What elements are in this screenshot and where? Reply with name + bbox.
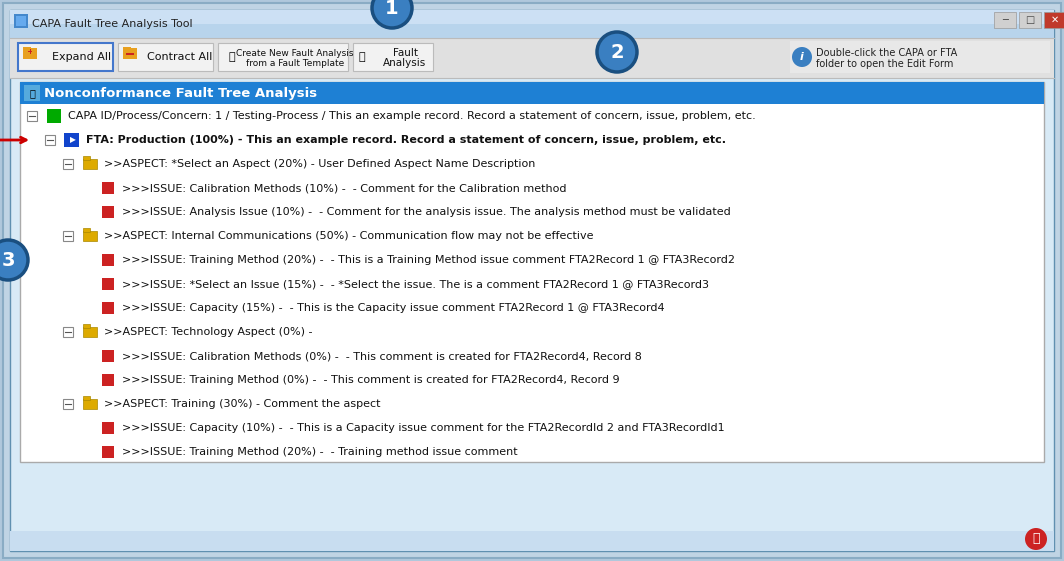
FancyBboxPatch shape [23, 48, 37, 59]
FancyBboxPatch shape [14, 14, 28, 28]
FancyBboxPatch shape [789, 41, 1050, 73]
Text: >>ASPECT: *Select an Aspect (20%) - User Defined Aspect Name Description: >>ASPECT: *Select an Aspect (20%) - User… [104, 159, 535, 169]
FancyBboxPatch shape [102, 422, 114, 434]
FancyBboxPatch shape [1044, 12, 1064, 28]
FancyBboxPatch shape [83, 327, 97, 337]
Text: >>>ISSUE: Training Method (20%) -  - Training method issue comment: >>>ISSUE: Training Method (20%) - - Trai… [122, 447, 517, 457]
FancyBboxPatch shape [10, 10, 1054, 38]
FancyBboxPatch shape [20, 82, 1044, 104]
Text: Contract All: Contract All [147, 52, 213, 62]
Text: i: i [800, 52, 804, 62]
FancyBboxPatch shape [83, 231, 97, 241]
FancyBboxPatch shape [353, 43, 433, 71]
FancyBboxPatch shape [83, 228, 90, 232]
Circle shape [0, 240, 28, 280]
FancyBboxPatch shape [118, 43, 213, 71]
FancyBboxPatch shape [102, 374, 114, 386]
Text: □: □ [1026, 15, 1034, 25]
Text: 1: 1 [385, 0, 399, 17]
FancyBboxPatch shape [16, 16, 26, 26]
Text: 🌿: 🌿 [29, 88, 35, 98]
FancyBboxPatch shape [63, 159, 73, 169]
FancyBboxPatch shape [102, 206, 114, 218]
Text: >>ASPECT: Technology Aspect (0%) -: >>ASPECT: Technology Aspect (0%) - [104, 327, 313, 337]
FancyBboxPatch shape [18, 43, 113, 71]
FancyBboxPatch shape [24, 85, 40, 101]
Circle shape [1025, 528, 1047, 550]
FancyBboxPatch shape [102, 278, 114, 290]
Text: >>>ISSUE: Training Method (20%) -  - This is a Training Method issue comment FTA: >>>ISSUE: Training Method (20%) - - This… [122, 255, 735, 265]
FancyBboxPatch shape [102, 182, 114, 194]
FancyBboxPatch shape [10, 38, 1054, 78]
FancyBboxPatch shape [83, 159, 97, 169]
Text: 🖨: 🖨 [359, 52, 365, 62]
FancyBboxPatch shape [83, 396, 90, 400]
Text: Create New Fault Analysis: Create New Fault Analysis [236, 48, 353, 57]
FancyBboxPatch shape [102, 350, 114, 362]
FancyBboxPatch shape [63, 327, 73, 337]
Text: >>>ISSUE: Training Method (0%) -  - This comment is created for FTA2Record4, Rec: >>>ISSUE: Training Method (0%) - - This … [122, 375, 619, 385]
FancyBboxPatch shape [23, 47, 31, 50]
FancyBboxPatch shape [63, 399, 73, 409]
FancyBboxPatch shape [63, 231, 73, 241]
Text: 2: 2 [610, 43, 624, 62]
Circle shape [792, 47, 812, 67]
FancyBboxPatch shape [45, 135, 55, 145]
Text: >>ASPECT: Training (30%) - Comment the aspect: >>ASPECT: Training (30%) - Comment the a… [104, 399, 381, 409]
FancyBboxPatch shape [27, 111, 37, 121]
Text: ⏻: ⏻ [1032, 532, 1040, 545]
Text: Double-click the CAPA or FTA: Double-click the CAPA or FTA [816, 48, 958, 58]
FancyBboxPatch shape [218, 43, 348, 71]
FancyBboxPatch shape [10, 10, 1054, 24]
FancyBboxPatch shape [28, 51, 32, 52]
Text: >>>ISSUE: Analysis Issue (10%) -  - Comment for the analysis issue. The analysis: >>>ISSUE: Analysis Issue (10%) - - Comme… [122, 207, 731, 217]
FancyBboxPatch shape [102, 302, 114, 314]
Circle shape [597, 32, 637, 72]
Text: >>>ISSUE: Capacity (15%) -  - This is the Capacity issue comment FTA2Record 1 @ : >>>ISSUE: Capacity (15%) - - This is the… [122, 303, 665, 313]
Circle shape [372, 0, 412, 28]
Text: CAPA ID/Process/Concern: 1 / Testing-Process / This an example record. Record a : CAPA ID/Process/Concern: 1 / Testing-Pro… [68, 111, 755, 121]
FancyBboxPatch shape [83, 324, 90, 328]
FancyBboxPatch shape [102, 446, 114, 458]
Text: Nonconformance Fault Tree Analysis: Nonconformance Fault Tree Analysis [44, 86, 317, 99]
FancyBboxPatch shape [994, 12, 1016, 28]
FancyBboxPatch shape [47, 109, 61, 123]
FancyBboxPatch shape [123, 47, 131, 50]
Text: >>>ISSUE: Capacity (10%) -  - This is a Capacity issue comment for the FTA2Recor: >>>ISSUE: Capacity (10%) - - This is a C… [122, 423, 725, 433]
Text: >>>ISSUE: Calibration Methods (10%) -  - Comment for the Calibration method: >>>ISSUE: Calibration Methods (10%) - - … [122, 183, 566, 193]
Text: from a Fault Template: from a Fault Template [246, 58, 344, 67]
Text: FTA: Production (100%) - This an example record. Record a statement of concern, : FTA: Production (100%) - This an example… [86, 135, 726, 145]
Text: folder to open the Edit Form: folder to open the Edit Form [816, 59, 953, 69]
Text: 🔧: 🔧 [229, 52, 235, 62]
Text: ▶: ▶ [70, 136, 76, 145]
Text: Fault: Fault [393, 48, 417, 58]
Text: >>ASPECT: Internal Communications (50%) - Communication flow may not be effectiv: >>ASPECT: Internal Communications (50%) … [104, 231, 594, 241]
FancyBboxPatch shape [10, 10, 1054, 551]
FancyBboxPatch shape [3, 3, 1061, 558]
FancyBboxPatch shape [123, 48, 137, 59]
FancyBboxPatch shape [64, 133, 79, 147]
Text: Analysis: Analysis [383, 58, 427, 68]
FancyBboxPatch shape [126, 53, 134, 54]
Text: 3: 3 [1, 251, 15, 269]
FancyBboxPatch shape [20, 82, 1044, 462]
Text: ─: ─ [1002, 15, 1008, 25]
Text: ✕: ✕ [1051, 15, 1059, 25]
Text: >>>ISSUE: Calibration Methods (0%) -  - This comment is created for FTA2Record4,: >>>ISSUE: Calibration Methods (0%) - - T… [122, 351, 642, 361]
FancyBboxPatch shape [10, 531, 1054, 551]
FancyBboxPatch shape [83, 156, 90, 160]
FancyBboxPatch shape [83, 399, 97, 409]
Text: CAPA Fault Tree Analysis Tool: CAPA Fault Tree Analysis Tool [32, 19, 193, 29]
FancyBboxPatch shape [1019, 12, 1041, 28]
Text: >>>ISSUE: *Select an Issue (15%) -  - *Select the issue. The is a comment FTA2Re: >>>ISSUE: *Select an Issue (15%) - - *Se… [122, 279, 709, 289]
FancyBboxPatch shape [102, 254, 114, 266]
Text: Expand All: Expand All [52, 52, 112, 62]
